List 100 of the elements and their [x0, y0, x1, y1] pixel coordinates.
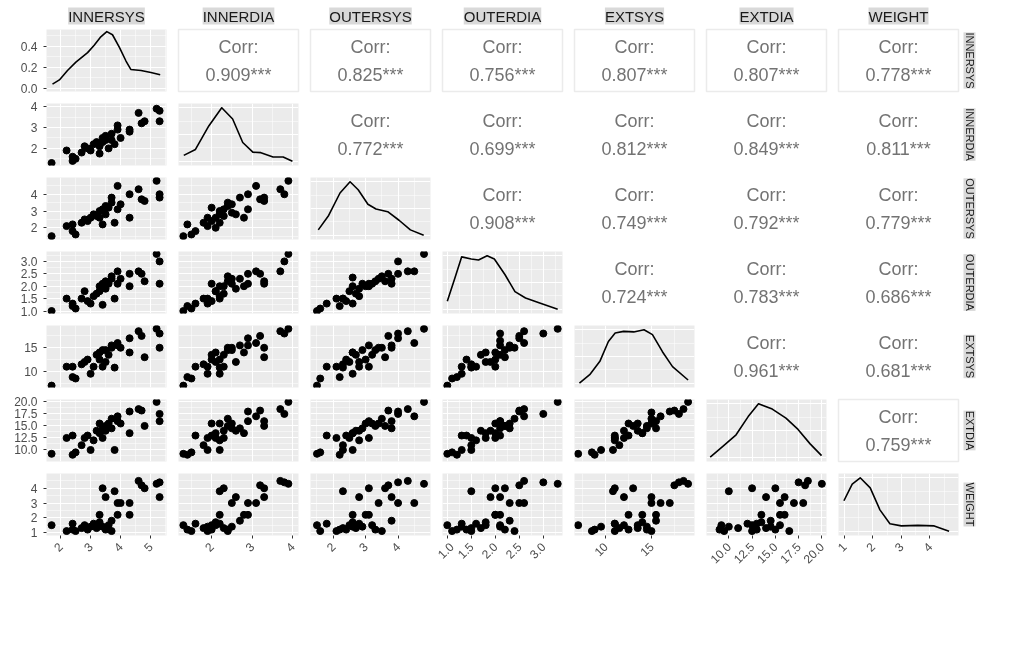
text: 0.778*** — [865, 64, 932, 85]
x-tick-label: 4 — [111, 539, 127, 555]
text: Corr: — [746, 36, 787, 57]
text: EXTSYS — [963, 334, 976, 379]
y-tick-label: 4 — [30, 100, 38, 115]
chart-title: INNERSYS — [68, 7, 145, 25]
x-tick-label: 2 — [202, 539, 218, 555]
text: Corr: — [482, 110, 523, 131]
text: 0.909*** — [205, 64, 272, 85]
y-tick-label: 15.0 — [14, 419, 38, 434]
text: OUTERDIA — [463, 7, 542, 25]
text: 0.812*** — [601, 138, 668, 159]
text: OUTERDIA — [963, 254, 976, 312]
y-tick-label: 1.5 — [20, 292, 38, 307]
text: Corr: — [218, 36, 259, 57]
y-tick-label: 4 — [30, 187, 38, 202]
text: 0.783*** — [733, 286, 800, 307]
x-tick-label: 4 — [283, 539, 298, 555]
text: 0.686*** — [865, 286, 932, 307]
text: 0.792*** — [733, 212, 800, 233]
text: 0.825*** — [337, 64, 404, 85]
text: 0.849*** — [733, 138, 800, 159]
text: 0.811*** — [866, 138, 931, 159]
x-tick-label: 3.0 — [526, 539, 549, 562]
y-tick-label: 3 — [30, 496, 38, 511]
y-tick-label: 2.5 — [20, 267, 38, 282]
text: INNERDIA — [202, 7, 275, 25]
text: Corr: — [614, 110, 655, 131]
text: Corr: — [746, 258, 787, 279]
x-tick-label: 10 — [591, 539, 612, 560]
text: 0.759*** — [865, 434, 932, 455]
y-tick-label: 2 — [30, 141, 38, 156]
text: 0.681*** — [865, 360, 932, 381]
text: 0.756*** — [469, 64, 536, 85]
x-tick-label: 2 — [863, 539, 879, 555]
y-tick-label: 0.2 — [20, 60, 38, 75]
y-tick-label: 0.4 — [20, 39, 38, 54]
text: Corr: — [878, 36, 919, 57]
y2-axis-title: WEIGHT — [963, 482, 976, 527]
y-tick-label: 1 — [30, 526, 38, 541]
y-tick-label: 2.0 — [20, 279, 38, 294]
y-tick-label: 0.0 — [20, 81, 38, 96]
text: WEIGHT — [868, 7, 929, 25]
x-tick-label: 2 — [51, 539, 67, 555]
x-tick-label: 4 — [388, 539, 404, 555]
x-tick-label: 2.0 — [478, 539, 501, 562]
text: 0.779*** — [865, 212, 932, 233]
text: Corr: — [614, 258, 655, 279]
y-tick-label: 3 — [30, 204, 38, 219]
y-tick-label: 10.0 — [14, 443, 38, 458]
y-tick-label: 3.0 — [20, 254, 38, 269]
x-tick-label: 4 — [920, 539, 936, 555]
x-tick-label: 3 — [81, 539, 97, 555]
text: 0.807*** — [601, 64, 668, 85]
text: Corr: — [878, 332, 919, 353]
text: OUTERSYS — [329, 7, 412, 25]
y-tick-label: 2 — [30, 511, 38, 526]
y-tick-label: 17.5 — [14, 407, 38, 422]
text: INNERSYS — [963, 32, 976, 89]
x-tick-label: 1 — [834, 539, 850, 555]
x-tick-label: 15 — [637, 539, 657, 560]
text: Corr: — [614, 184, 655, 205]
text: Corr: — [482, 36, 523, 57]
y-tick-label: 15 — [24, 341, 38, 356]
text: 0.961*** — [733, 360, 800, 381]
x-tick-label: 2 — [323, 539, 339, 555]
text: Corr: — [350, 36, 391, 57]
text: 0.772*** — [337, 138, 404, 159]
x-tick-label: 5 — [141, 539, 157, 555]
text: 0.699*** — [469, 138, 536, 159]
text: Corr: — [878, 184, 919, 205]
y-tick-label: 12.5 — [14, 431, 38, 446]
text: 0.807*** — [733, 64, 800, 85]
text: Corr: — [746, 184, 787, 205]
y-tick-label: 20.0 — [14, 395, 38, 410]
text: Corr: — [878, 258, 919, 279]
text: Corr: — [878, 406, 919, 427]
text: Corr: — [746, 332, 787, 353]
y-tick-label: 2 — [30, 221, 38, 236]
text: Corr: — [614, 36, 655, 57]
text: Corr: — [746, 110, 787, 131]
text: OUTERSYS — [963, 178, 976, 239]
text: EXTDIA — [739, 7, 794, 25]
text: Corr: — [482, 184, 523, 205]
y-tick-label: 1.0 — [20, 304, 38, 319]
x-tick-label: 3 — [892, 539, 907, 555]
x-tick-label: 3 — [356, 539, 372, 555]
text: INNERDIA — [963, 108, 976, 162]
x-tick-label: 3 — [242, 539, 258, 555]
text: Corr: — [350, 110, 391, 131]
text: EXTSYS — [604, 7, 665, 25]
x-tick-label: 2.5 — [502, 539, 525, 562]
text: 0.908*** — [469, 212, 536, 233]
text: Corr: — [878, 110, 919, 131]
text: 0.749*** — [601, 212, 668, 233]
text: EXTDIA — [963, 410, 976, 452]
y-tick-label: 10 — [24, 364, 38, 379]
text: 0.724*** — [601, 286, 668, 307]
y-tick-label: 3 — [30, 121, 38, 136]
y-tick-label: 4 — [30, 481, 38, 496]
